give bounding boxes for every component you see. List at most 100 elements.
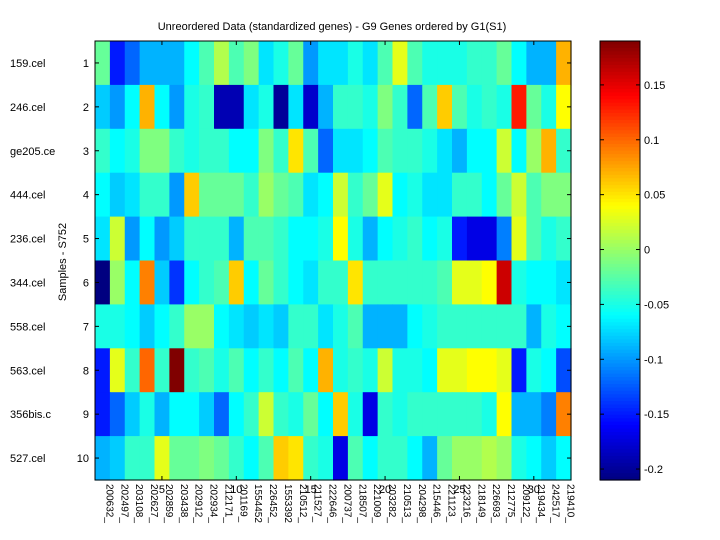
heatmap-cell — [184, 41, 200, 86]
heatmap-cell — [377, 348, 394, 393]
colorbar-segment — [600, 209, 640, 214]
colorbar-segment — [600, 298, 640, 303]
heatmap-cell — [511, 172, 527, 218]
heatmap-cell — [466, 128, 483, 174]
colorbar-segment — [600, 178, 640, 183]
heatmap-cell — [556, 304, 572, 349]
heatmap-cell — [333, 436, 349, 481]
row-tick-label: 10 — [77, 453, 89, 465]
heatmap-cell — [243, 84, 260, 130]
heatmap-cell — [303, 392, 319, 437]
heatmap-cell — [422, 84, 438, 130]
heatmap-cell — [526, 436, 542, 481]
gene-label: 202934_ — [208, 484, 219, 523]
sample-label: 444.cel — [10, 190, 45, 202]
heatmap-cell — [362, 436, 379, 481]
heatmap-cell — [452, 348, 468, 393]
heatmap-cell — [273, 84, 289, 130]
heatmap-cell — [541, 41, 557, 86]
colorbar-segment — [600, 359, 640, 364]
colorbar-segment — [600, 380, 640, 385]
heatmap-cell — [184, 84, 200, 130]
heatmap-cell — [407, 304, 423, 349]
heatmap-cell — [214, 260, 230, 305]
heatmap-cell — [258, 260, 275, 305]
colorbar-segment — [600, 455, 640, 461]
heatmap-cell — [169, 436, 185, 481]
colorbar-segment — [600, 473, 640, 478]
heatmap-cell — [243, 260, 260, 305]
heatmap-cell — [243, 348, 260, 393]
heatmap-cell — [422, 304, 438, 349]
colorbar-segment — [600, 150, 640, 155]
heatmap-cell — [288, 84, 304, 130]
heatmap-cell — [333, 84, 349, 130]
gene-label: 226452_ — [267, 484, 278, 523]
heatmap-cell — [154, 216, 170, 262]
heatmap-cell — [258, 348, 275, 393]
heatmap-cell — [124, 216, 141, 262]
colorbar-tick-label: -0.05 — [644, 299, 669, 311]
heatmap-cell — [452, 216, 468, 262]
sample-label: 563.cel — [10, 365, 45, 377]
heatmap-cell — [139, 172, 156, 218]
colorbar-segment — [600, 229, 640, 234]
sample-label: 558.cel — [10, 321, 45, 333]
heatmap-cell — [243, 172, 260, 218]
heatmap-cell — [377, 41, 394, 86]
heatmap-cell — [258, 128, 275, 174]
colorbar-segment — [600, 47, 640, 52]
heatmap-cell — [95, 128, 111, 174]
colorbar-segment — [600, 411, 640, 416]
heatmap-cell — [273, 260, 289, 305]
heatmap-cell — [214, 128, 230, 174]
heatmap-cell — [556, 172, 572, 218]
colorbar-segment — [600, 257, 640, 262]
colorbar-segment — [600, 113, 640, 118]
heatmap-cell — [556, 41, 572, 86]
gene-label: 1553392 — [282, 484, 293, 523]
heatmap-cell — [184, 348, 200, 393]
heatmap-cell — [199, 304, 215, 349]
heatmap-cell — [407, 41, 423, 86]
heatmap-cell — [199, 392, 215, 437]
heatmap-cell — [511, 84, 527, 130]
gene-label: 203108_ — [133, 484, 144, 523]
heatmap-cell — [169, 84, 185, 130]
heatmap-cell — [258, 392, 275, 437]
gene-label: 212775_ — [505, 484, 516, 523]
sample-label: 344.cel — [10, 277, 45, 289]
heatmap-cell — [303, 128, 319, 174]
colorbar-segment — [600, 469, 640, 474]
heatmap-cell — [511, 436, 527, 481]
heatmap-cell — [243, 216, 260, 262]
colorbar-segment — [600, 335, 640, 340]
colorbar-segment — [600, 250, 640, 255]
chart-title: Unreordered Data (standardized genes) - … — [158, 21, 507, 33]
heatmap-cell — [452, 172, 468, 218]
heatmap-cell — [154, 348, 170, 393]
heatmap-cell — [288, 216, 304, 262]
heatmap-cell — [437, 436, 453, 481]
sample-labels: 159.cel 246.cel ge205.ce 444.cel 236.cel 344.… — [10, 58, 55, 465]
colorbar-segment — [600, 414, 640, 419]
heatmap-cell — [511, 128, 527, 174]
heatmap-cell — [556, 84, 572, 130]
gene-label: 211527_ — [312, 484, 323, 523]
colorbar-segment — [600, 301, 640, 306]
heatmap-cell — [214, 392, 230, 437]
colorbar-segment — [600, 277, 640, 282]
colorbar-segment — [600, 78, 640, 83]
heatmap-cell — [318, 304, 334, 349]
sample-label: 527.cel — [10, 453, 45, 465]
heatmap-cell — [318, 216, 334, 262]
heatmap-cell — [109, 348, 126, 393]
heatmap-cell — [392, 436, 408, 481]
heatmap-cell — [377, 172, 394, 218]
heatmap-cell — [407, 128, 423, 174]
colorbar-segment — [600, 421, 640, 426]
heatmap-cell — [139, 260, 156, 305]
colorbar-segment — [600, 325, 640, 330]
heatmap-cell — [392, 84, 408, 130]
heatmap-cell — [199, 260, 215, 305]
